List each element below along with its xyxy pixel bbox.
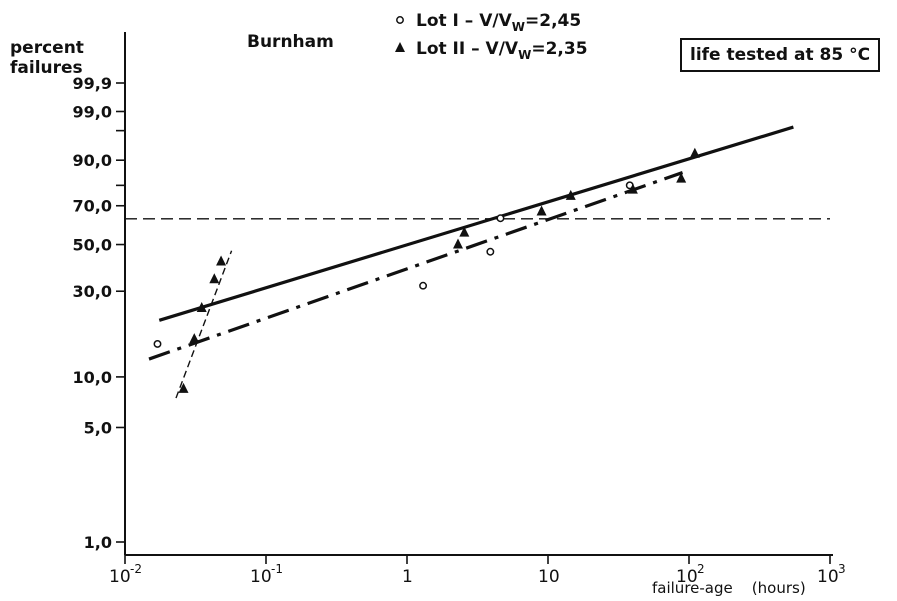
data-point <box>189 333 200 344</box>
data-point <box>209 273 220 284</box>
x-tick-label: 1 <box>402 567 413 587</box>
y-tick-label: 99,0 <box>73 102 112 121</box>
x-tick-label: 10 <box>676 567 698 587</box>
legend-label-subscript: W <box>512 20 525 34</box>
data-point <box>536 205 547 216</box>
y-tick-label: 5,0 <box>84 418 112 437</box>
data-point <box>459 226 470 237</box>
y-tick-label: 10,0 <box>73 368 112 387</box>
y-tick-label: 90,0 <box>73 151 112 170</box>
data-point <box>486 247 495 256</box>
legend-label: Lot II – V/VW=2,35 <box>416 39 588 62</box>
fit-line-solid <box>158 125 794 322</box>
fit-line-dashed <box>175 250 233 399</box>
data-point <box>153 339 162 348</box>
chart-title: Burnham <box>247 32 334 52</box>
tick-marks: 1,05,010,030,050,070,090,099,099,910 -2 10… <box>73 74 846 587</box>
data-point <box>178 382 189 393</box>
fit-line-dash-dot <box>148 171 684 361</box>
x-axis-label: failure-age (hours) <box>652 579 806 597</box>
data-point <box>196 301 207 312</box>
data-points <box>153 147 700 393</box>
data-point <box>453 238 464 249</box>
data-point <box>216 255 227 266</box>
legend-label-subscript: W <box>518 48 531 62</box>
y-axis-label: percent failures <box>10 38 84 78</box>
data-point <box>565 189 576 200</box>
data-point <box>689 147 700 158</box>
x-tick-label-exponent: -2 <box>130 562 142 576</box>
y-axis-label-line-1: percent <box>10 38 84 58</box>
y-tick-label: 70,0 <box>73 197 112 216</box>
x-tick-label-exponent: 3 <box>838 562 846 576</box>
fit-lines <box>125 125 830 399</box>
x-tick-label: 10 <box>538 567 560 587</box>
data-point <box>676 172 687 183</box>
legend-marker <box>395 42 405 52</box>
data-point <box>627 183 638 194</box>
x-tick-label: 10 <box>817 567 839 587</box>
data-point <box>496 214 505 223</box>
y-tick-label: 99,9 <box>73 74 112 93</box>
legend-label-main: Lot I – V/V <box>416 11 513 31</box>
y-tick-label: 1,0 <box>84 533 112 552</box>
data-point <box>419 281 428 290</box>
legend-label: Lot I – V/VW=2,45 <box>416 11 581 34</box>
legend-label-main: Lot II – V/V <box>416 39 519 59</box>
legend-marker <box>396 16 404 24</box>
y-axis-label-line-2: failures <box>10 58 83 78</box>
legend-label-value: =2,35 <box>531 39 587 59</box>
axes <box>124 32 833 556</box>
legend-label-value: =2,45 <box>525 11 581 31</box>
x-tick-label: 10 <box>109 567 131 587</box>
y-tick-label: 30,0 <box>73 282 112 301</box>
x-tick-label: 10 <box>250 567 272 587</box>
y-tick-label: 50,0 <box>73 236 112 255</box>
test-condition-annotation: life tested at 85 °C <box>680 38 881 72</box>
x-tick-label-exponent: -1 <box>271 562 283 576</box>
x-tick-label-exponent: 2 <box>697 562 705 576</box>
